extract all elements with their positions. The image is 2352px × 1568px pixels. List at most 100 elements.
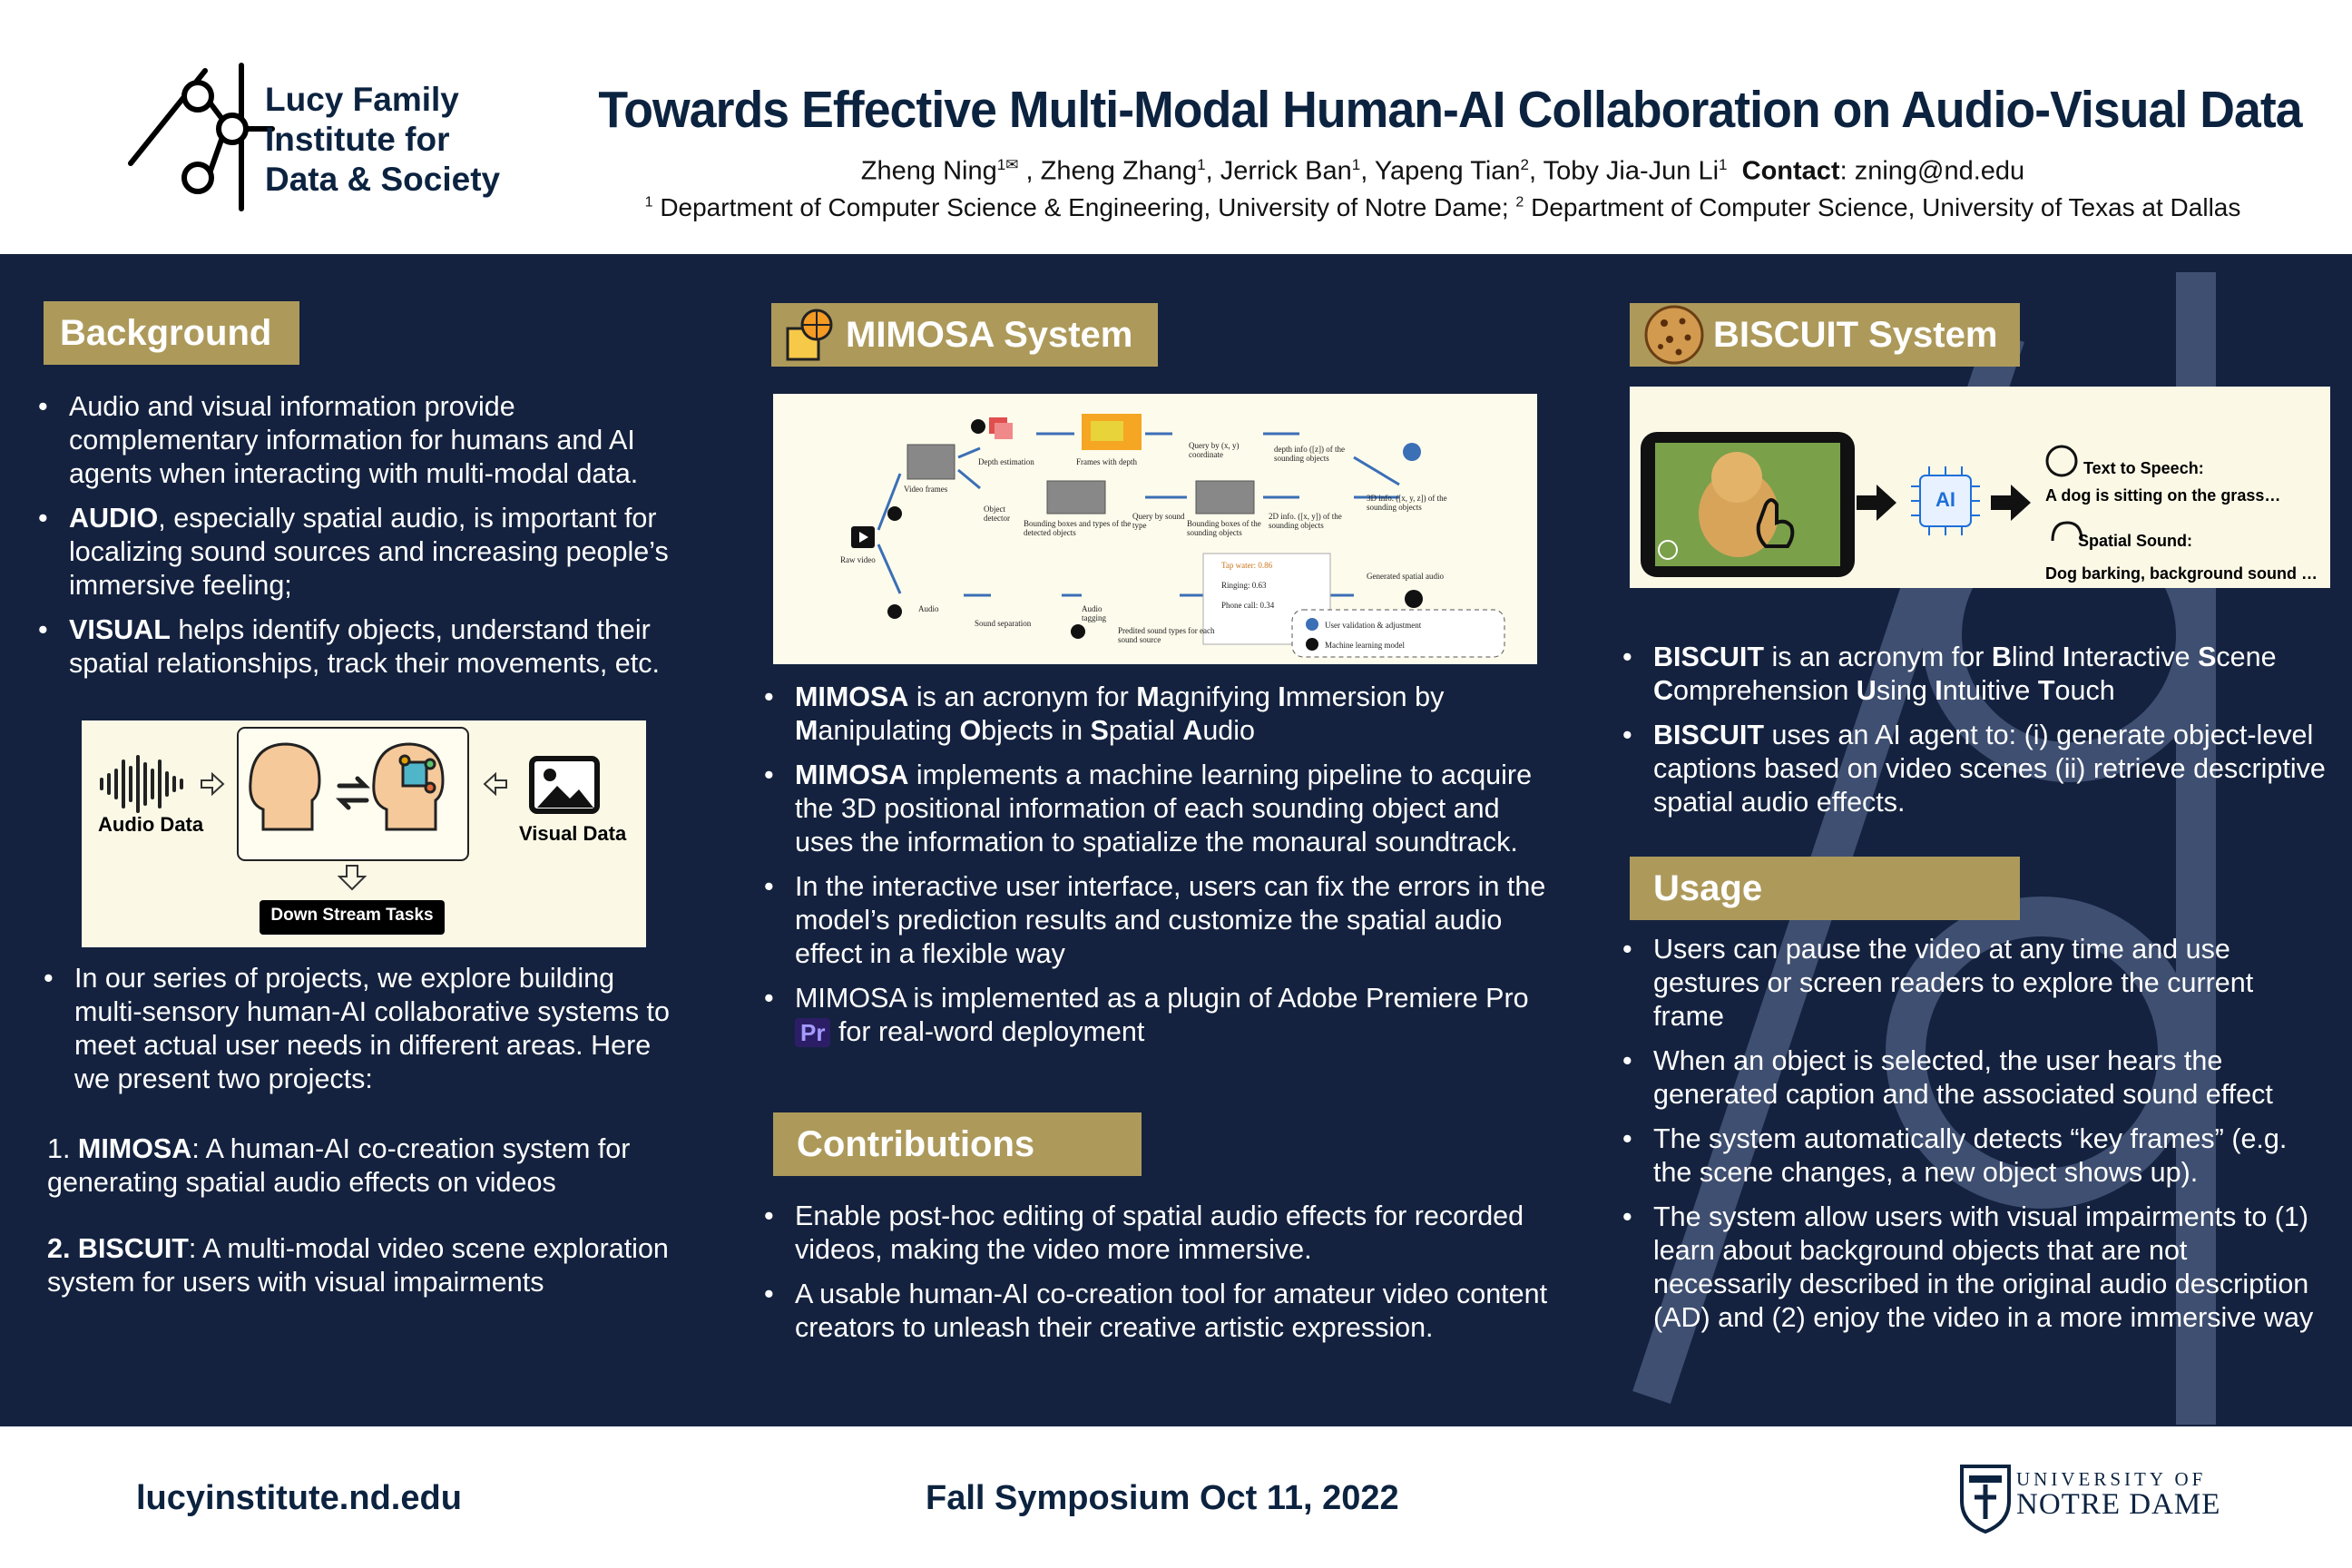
arrow-right-icon <box>201 771 225 797</box>
image-icon <box>529 756 600 814</box>
depth-info-label: depth info ([z]) of the sounding objects <box>1274 445 1345 463</box>
arrow-right-icon <box>1991 485 2031 521</box>
author-name: Jerrick Ban <box>1220 156 1352 186</box>
poster-header: Lucy Family Institute for Data & Society… <box>0 0 2352 254</box>
biscuit-figure: AI Text to Speech: A dog is sitting on t… <box>1630 387 2330 588</box>
query-sound-type-label: Query by sound type <box>1132 512 1185 530</box>
info-3d-label: 3D info. ([x, y, z]) of the sounding obj… <box>1367 494 1447 512</box>
project-1-text: 1. MIMOSA: A human-AI co-creation system… <box>47 1133 631 1198</box>
background-figure: Audio Data Visual Data Down Stream Tasks <box>82 720 646 947</box>
background-series-bullet: In our series of projects, we explore bu… <box>42 962 690 1107</box>
contributions-bullets: Enable post-hoc editing of spatial audio… <box>762 1200 1561 1356</box>
list-item: MIMOSA implements a machine learning pip… <box>762 759 1561 859</box>
affiliation-1: Department of Computer Science & Enginee… <box>660 193 1509 221</box>
ai-chip-icon <box>1911 466 1980 535</box>
lucy-institute-logo-icon <box>128 63 275 211</box>
logo-text: Lucy Family Institute for Data & Society <box>265 80 500 200</box>
list-item: Enable post-hoc editing of spatial audio… <box>762 1200 1561 1267</box>
list-item: A usable human-AI co-creation tool for a… <box>762 1278 1561 1345</box>
spatial-sound-label: Spatial Sound: <box>2078 532 2192 550</box>
poster-footer: lucyinstitute.nd.edu Fall Symposium Oct … <box>0 1426 2352 1568</box>
contributions-heading: Contributions <box>773 1112 1142 1176</box>
list-item: In the interactive user interface, users… <box>762 870 1561 971</box>
list-item: MIMOSA is an acronym for Magnifying Imme… <box>762 681 1561 748</box>
user-icon <box>1403 443 1421 461</box>
list-item: BISCUIT is an acronym for Blind Interact… <box>1621 641 2328 708</box>
mimosa-heading: MIMOSA System <box>771 303 1158 367</box>
contact-email[interactable]: zning@nd.edu <box>1854 156 2025 186</box>
biscuit-bullets: BISCUIT is an acronym for Blind Interact… <box>1621 641 2328 830</box>
legend-box <box>1291 609 1505 658</box>
depth-estimation-label: Depth estimation <box>978 457 1034 466</box>
bounding-boxes-sounding-label: Bounding boxes of the sounding objects <box>1187 519 1261 537</box>
poster-body: Background Audio and visual information … <box>0 254 2352 1426</box>
swap-arrows-icon <box>335 776 371 810</box>
usage-bullets: Users can pause the video at any time an… <box>1621 933 2328 1346</box>
list-item: In our series of projects, we explore bu… <box>42 962 690 1096</box>
author-affil-sup: 1 <box>1197 156 1206 173</box>
list-item: The system allow users with visual impai… <box>1621 1200 2328 1335</box>
author-name: Zheng Zhang <box>1040 156 1198 186</box>
detected-objects-thumb <box>1046 480 1106 514</box>
audio-tagging-label: Audio tagging <box>1082 604 1106 622</box>
poster-title: Towards Effective Multi-Modal Human-AI C… <box>598 81 2302 139</box>
author-name: Zheng Ning <box>860 156 997 186</box>
list-item: BISCUIT uses an AI agent to: (i) generat… <box>1621 719 2328 819</box>
ml-legend-icon <box>1306 638 1318 651</box>
tap-water-label: Tap water: 0.86 <box>1221 561 1273 570</box>
video-frames-label: Video frames <box>904 485 948 494</box>
arrow-down-icon <box>337 865 368 891</box>
phone-call-label: Phone call: 0.34 <box>1221 601 1275 610</box>
predicted-types-label: Predited sound types for each sound sour… <box>1118 626 1215 644</box>
project-2-text: 2. BISCUIT: A multi-modal video scene ex… <box>47 1233 669 1298</box>
headphones-icon <box>2051 521 2083 542</box>
down-stream-tasks-label: Down Stream Tasks <box>270 906 434 925</box>
background-bullets: Audio and visual information provide com… <box>36 390 690 691</box>
list-item: The system automatically detects “key fr… <box>1621 1122 2328 1190</box>
ai-chip-label: AI <box>1936 488 1955 511</box>
notre-dame-shield-icon <box>1960 1465 2011 1534</box>
raw-video-label: Raw video <box>840 555 876 564</box>
query-xy-label: Query by (x, y) coordinate <box>1189 441 1240 459</box>
ringing-label: Ringing: 0.63 <box>1221 581 1267 590</box>
generated-spatial-audio-label: Generated spatial audio <box>1367 572 1444 581</box>
affiliation-2: Department of Computer Science, Universi… <box>1531 193 2241 221</box>
legend-ml-label: Machine learning model <box>1325 641 1405 650</box>
spatial-sound-text: Dog barking, background sound … <box>2045 564 2318 583</box>
pipeline-arrows <box>877 432 1400 597</box>
audio-visual-diagram <box>100 727 600 935</box>
contact-label: Contact <box>1741 156 1840 186</box>
mimosa-drink-icon <box>786 309 833 361</box>
author-affil-sup: 2 <box>1520 156 1530 173</box>
arrow-right-icon <box>1857 485 1896 521</box>
background-heading: Background <box>44 301 299 365</box>
arrow-left-icon <box>483 771 507 797</box>
human-head-icon <box>249 742 321 831</box>
tts-label: Text to Speech: <box>2083 459 2204 477</box>
generated-audio-icon <box>1405 590 1423 608</box>
speaking-head-icon <box>2045 445 2078 477</box>
visual-data-label: Visual Data <box>519 822 627 845</box>
sound-separation-label: Sound separation <box>975 619 1032 628</box>
author-list: Zheng Ning1✉ , Zheng Zhang1, Jerrick Ban… <box>860 156 2025 186</box>
author-name: Toby Jia-Jun Li <box>1543 156 1720 186</box>
cookie-icon <box>1644 305 1704 365</box>
logo-line-2: Institute for <box>265 121 450 158</box>
logo-line-3: Data & Society <box>265 161 501 198</box>
university-of-text: UNIVERSITY OF <box>2016 1468 2207 1490</box>
institute-url[interactable]: lucyinstitute.nd.edu <box>136 1479 462 1517</box>
legend-user-label: User validation & adjustment <box>1325 621 1422 630</box>
mimosa-bullets: MIMOSA is an acronym for Magnifying Imme… <box>762 681 1561 1060</box>
touch-hand-icon <box>1756 498 1795 548</box>
logo-line-1: Lucy Family <box>265 81 459 118</box>
sounding-objects-thumb <box>1195 480 1255 514</box>
user-legend-icon <box>1306 618 1318 631</box>
author-affil-sup: 1✉ <box>996 156 1019 173</box>
ai-head-icon <box>372 742 445 831</box>
event-date: Fall Symposium Oct 11, 2022 <box>926 1479 1399 1517</box>
author-affil-sup: 1 <box>1351 156 1361 173</box>
list-item: When an object is selected, the user hea… <box>1621 1044 2328 1112</box>
notre-dame-text: NOTRE DAME <box>2016 1488 2221 1521</box>
tts-text: A dog is sitting on the grass… <box>2045 486 2281 505</box>
audio-label: Audio <box>918 604 939 613</box>
